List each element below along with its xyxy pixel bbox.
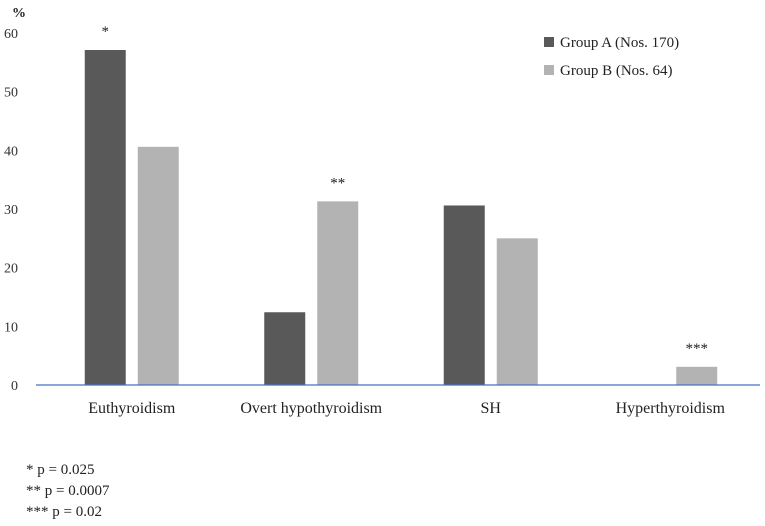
legend-label: Group B (Nos. 64) xyxy=(560,63,673,79)
bar xyxy=(84,50,126,385)
y-tick-label: 40 xyxy=(4,144,18,159)
bar xyxy=(676,366,718,385)
y-tick-label: 50 xyxy=(4,86,18,101)
significance-marker: ** xyxy=(330,175,345,191)
category-label: Euthyroidism xyxy=(88,400,176,417)
y-tick-label: 30 xyxy=(4,203,18,218)
category-label: Overt hypothyroidism xyxy=(240,400,382,417)
footnote: *** p = 0.02 xyxy=(26,504,102,520)
legend-swatch xyxy=(544,37,554,47)
significance-marker: * xyxy=(102,24,110,40)
y-axis-ticks: 0 10 20 30 40 50 60 xyxy=(4,27,18,394)
significance-marker: *** xyxy=(686,341,709,357)
y-tick-label: 10 xyxy=(4,320,18,335)
significance-annotations: ****** xyxy=(102,24,709,357)
y-axis-label: % xyxy=(12,6,26,21)
footnote: ** p = 0.0007 xyxy=(26,483,110,499)
bar xyxy=(137,146,179,385)
bar xyxy=(317,201,359,385)
bar xyxy=(496,238,538,385)
category-label: Hyperthyroidism xyxy=(616,400,726,417)
bars xyxy=(84,50,718,385)
bar xyxy=(264,312,306,385)
legend: Group A (Nos. 170) Group B (Nos. 64) xyxy=(544,35,679,79)
category-label: SH xyxy=(481,400,502,417)
y-tick-label: 0 xyxy=(11,379,18,394)
bar xyxy=(443,205,485,385)
legend-label: Group A (Nos. 170) xyxy=(560,35,679,51)
footnote: * p = 0.025 xyxy=(26,462,95,478)
y-tick-label: 60 xyxy=(4,27,18,42)
y-tick-label: 20 xyxy=(4,262,18,277)
footnotes: * p = 0.025 ** p = 0.0007 *** p = 0.02 xyxy=(26,460,109,523)
category-labels: Euthyroidism Overt hypothyroidism SH Hypert… xyxy=(88,400,725,417)
legend-swatch xyxy=(544,65,554,75)
